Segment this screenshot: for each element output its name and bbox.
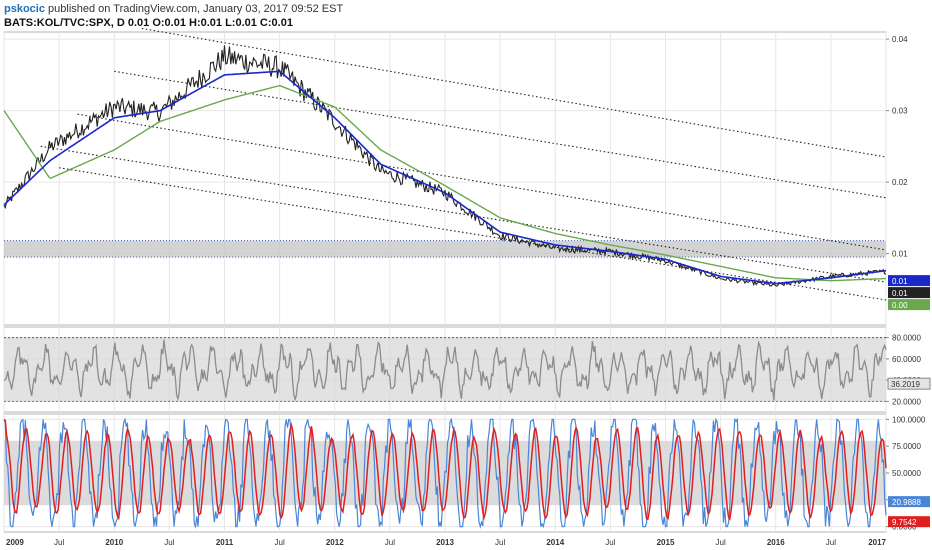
x-tick-label-12: 2015: [657, 538, 675, 547]
price-y-tick-label-1: 0.02: [892, 178, 908, 187]
rsi-last-value-bg: [887, 377, 931, 390]
x-tick-label-8: 2013: [436, 538, 454, 547]
x-tick-label-15: Jul: [826, 538, 836, 547]
price-badge-0-text: 0.01: [892, 277, 908, 286]
rsi-y-tick-label-2: 60.0000: [892, 355, 921, 364]
rsi-last-value-badge: 36.2019: [887, 377, 931, 390]
x-tick-label-3: Jul: [164, 538, 174, 547]
series-stoch-d: [3, 418, 887, 521]
rsi-y-tick-label-3: 80.0000: [892, 334, 921, 343]
series-stoch-k: [3, 417, 887, 529]
stoch-last-value-0-bg: [888, 496, 930, 508]
stoch-last-value-0: 20.9888: [888, 496, 930, 508]
x-tick-label-9: Jul: [495, 538, 505, 547]
stoch-y-tick-label-3: 75.0000: [892, 442, 921, 451]
symbol-label[interactable]: BATS:KOL/TVC:SPX, D: [4, 17, 125, 29]
trend-channel-0: [141, 27, 887, 158]
price-badge-0: 0.01: [888, 275, 930, 287]
x-tick-label-10: 2014: [546, 538, 564, 547]
price-y-tick-label-3: 0.04: [892, 35, 908, 44]
x-tick-label-7: Jul: [385, 538, 395, 547]
x-tick-label-16: 2017: [868, 538, 886, 547]
publish-text: published on TradingView.com, January 03…: [44, 3, 344, 15]
ohlc-values: 0.01 O:0.01 H:0.01 L:0.01 C:0.01: [124, 17, 293, 29]
price-badge-2-bg: [888, 299, 930, 311]
series-price: [3, 45, 887, 287]
publish-info: pskocic published on TradingView.com, Ja…: [4, 2, 904, 16]
symbol-info: BATS:KOL/TVC:SPX, D 0.01 O:0.01 H:0.01 L…: [4, 16, 904, 30]
stoch-y-tick-label-4: 100.0000: [892, 415, 926, 424]
price-badge-2-text: 0.00: [892, 301, 908, 310]
series-rsi: [3, 339, 887, 402]
x-tick-label-5: Jul: [275, 538, 285, 547]
x-tick-label-2: 2010: [105, 538, 123, 547]
rsi-y-tick-label-0: 20.0000: [892, 397, 921, 406]
trend-channel-3: [40, 145, 887, 283]
resistance-zone: [4, 240, 886, 258]
stoch-y-tick-label-2: 50.0000: [892, 469, 921, 478]
stoch-last-value-1: 9.7542: [888, 516, 930, 528]
price-badge-1-bg: [888, 287, 930, 299]
x-tick-label-6: 2012: [326, 538, 344, 547]
price-badge-1-text: 0.01: [892, 289, 908, 298]
stoch-last-value-1-text: 9.7542: [892, 518, 917, 527]
x-tick-label-14: 2016: [767, 538, 785, 547]
price-y-tick-label-2: 0.03: [892, 107, 908, 116]
chart-header: pskocic published on TradingView.com, Ja…: [4, 2, 904, 32]
x-tick-label-0: 2009: [6, 538, 24, 547]
price-y-tick-label-0: 0.01: [892, 250, 908, 259]
x-tick-label-11: Jul: [605, 538, 615, 547]
author-link[interactable]: pskocic: [4, 3, 45, 15]
stoch-last-value-0-text: 20.9888: [892, 498, 921, 507]
stoch-last-value-1-bg: [888, 516, 930, 528]
rsi-last-value-text: 36.2019: [891, 380, 920, 389]
price-badge-0-bg: [888, 275, 930, 287]
price-badge-2: 0.00: [888, 299, 930, 311]
x-tick-label-13: Jul: [716, 538, 726, 547]
x-tick-label-1: Jul: [54, 538, 64, 547]
trend-channel-2: [77, 113, 887, 251]
price-badge-1: 0.01: [888, 287, 930, 299]
series-ma-slow: [3, 84, 887, 282]
x-tick-label-4: 2011: [216, 538, 234, 547]
series-ma-fast: [3, 70, 887, 285]
